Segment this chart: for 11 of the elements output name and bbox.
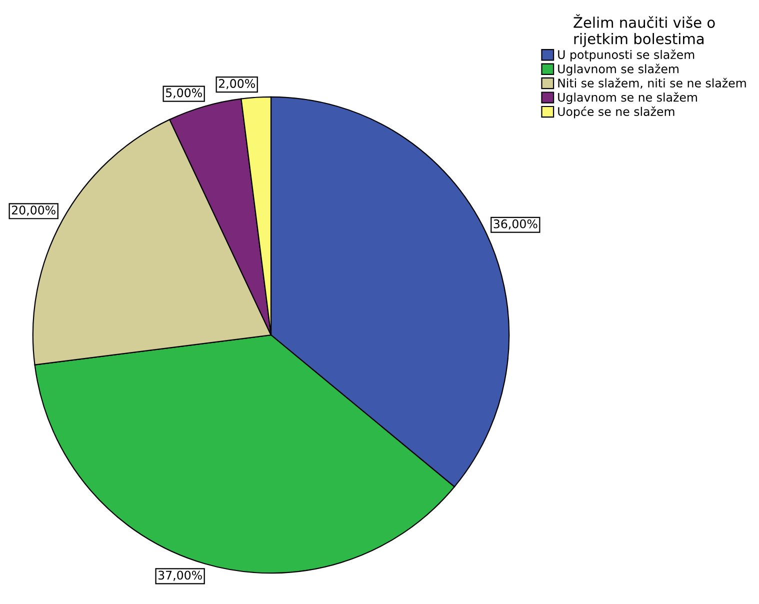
data-label: 5,00% [166,88,202,98]
data-label: 37,00% [158,570,202,581]
legend-label: Uglavnom se slažem [558,64,678,76]
data-label: 36,00% [494,219,538,230]
legend-label: U potpunosti se slažem [558,49,694,62]
legend-label: Uglavnom se ne slažem [558,92,697,104]
legend-title: Želim naučiti više o rijetkim bolestima [574,14,715,48]
data-label: 20,00% [12,206,56,216]
legend-label: Niti se slažem, niti se ne slažem [558,78,746,89]
legend-label: Uopće se ne slažem [558,106,674,118]
data-label: 2,00% [218,79,255,90]
